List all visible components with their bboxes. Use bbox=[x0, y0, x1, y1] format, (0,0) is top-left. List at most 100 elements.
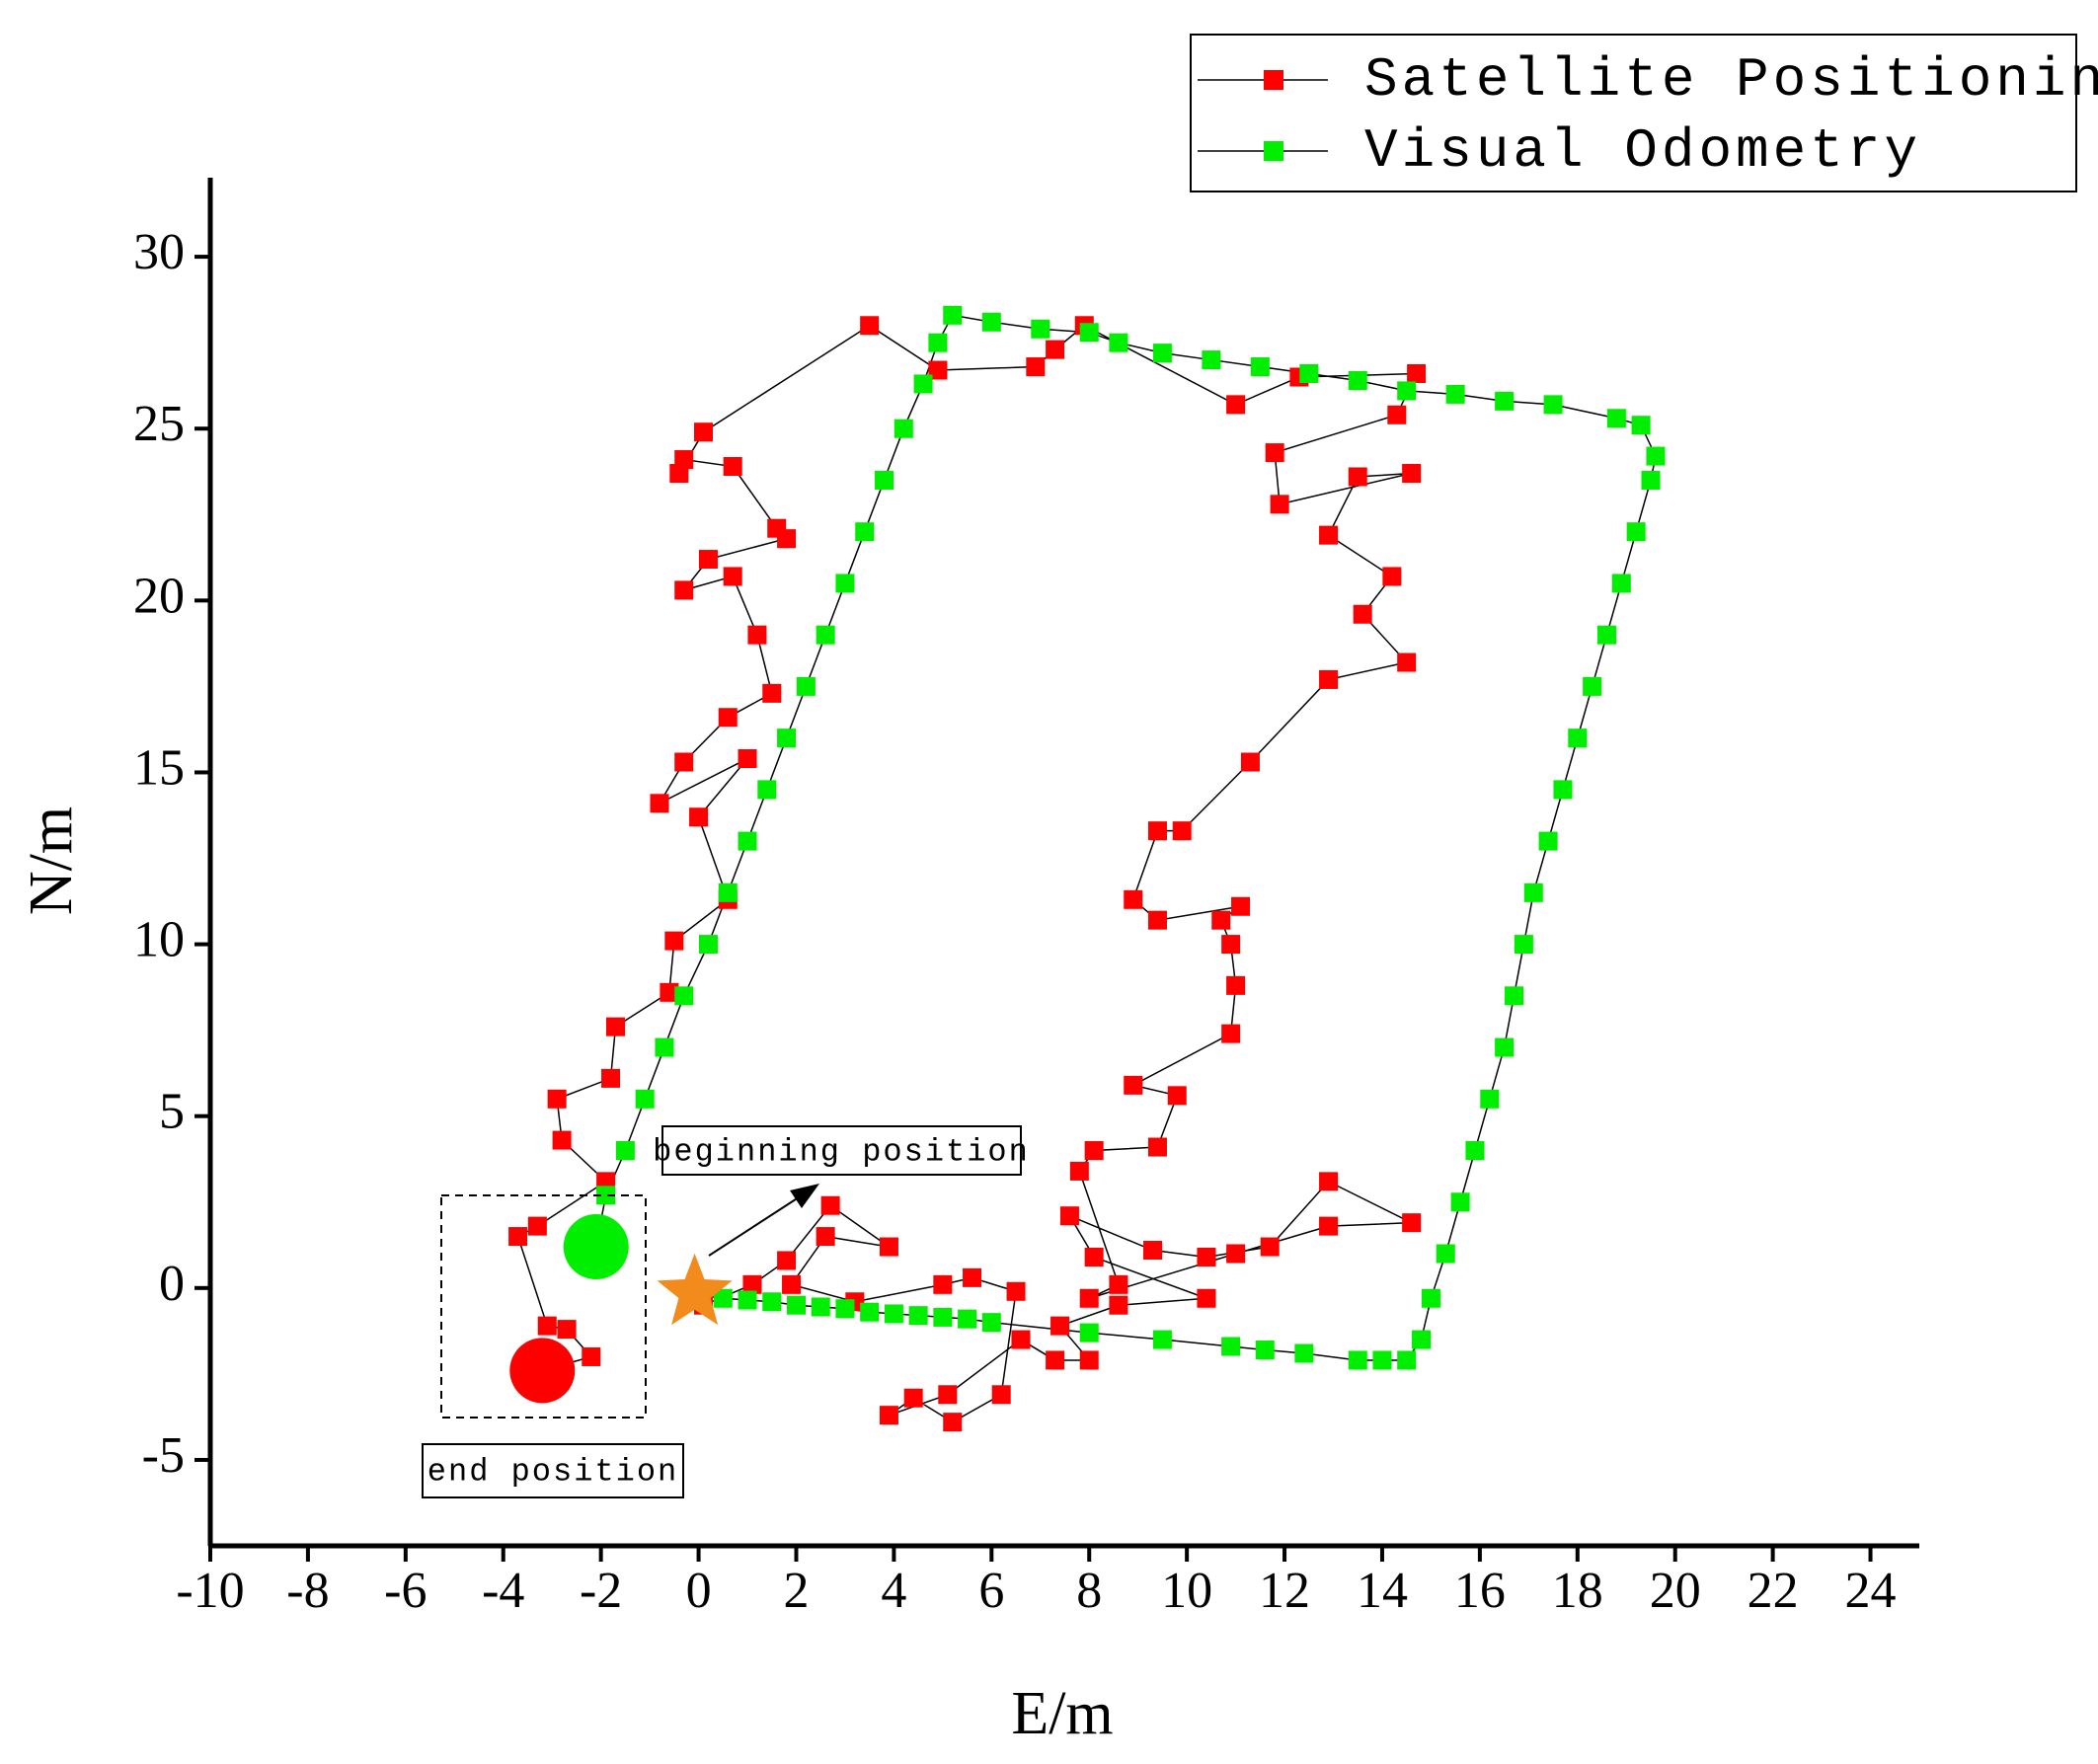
point bbox=[674, 450, 694, 470]
point bbox=[537, 1316, 557, 1336]
point bbox=[1319, 525, 1339, 545]
point bbox=[1596, 625, 1616, 645]
x-tick-label: 24 bbox=[1845, 1563, 1897, 1619]
y-tick-label: 15 bbox=[133, 739, 185, 796]
arrow-head bbox=[790, 1184, 819, 1208]
y-tick-label: 5 bbox=[159, 1084, 185, 1140]
point bbox=[1402, 1213, 1422, 1233]
point bbox=[747, 625, 767, 645]
x-tick-label: 6 bbox=[978, 1563, 1004, 1619]
point bbox=[860, 316, 880, 336]
point bbox=[1348, 1350, 1367, 1370]
point bbox=[552, 1130, 572, 1150]
point bbox=[1495, 1037, 1515, 1057]
point bbox=[674, 752, 694, 772]
x-tick-label: 14 bbox=[1357, 1563, 1408, 1619]
point bbox=[1387, 405, 1407, 424]
point bbox=[1523, 882, 1543, 902]
point bbox=[777, 1251, 797, 1270]
point bbox=[1147, 1137, 1167, 1157]
point bbox=[894, 419, 913, 438]
point bbox=[1568, 729, 1588, 748]
point bbox=[1495, 391, 1515, 411]
point bbox=[811, 1297, 830, 1317]
point bbox=[1348, 467, 1367, 487]
point bbox=[1124, 889, 1143, 909]
point bbox=[723, 457, 742, 477]
point bbox=[1611, 574, 1631, 593]
point bbox=[796, 676, 816, 696]
point bbox=[991, 1385, 1011, 1405]
point bbox=[928, 333, 948, 352]
point bbox=[1197, 1288, 1216, 1308]
point bbox=[655, 1037, 674, 1057]
annotation-box bbox=[661, 1125, 1022, 1176]
point bbox=[963, 1267, 982, 1287]
point bbox=[1397, 652, 1417, 672]
point bbox=[777, 729, 797, 748]
trajectory-line bbox=[516, 324, 1418, 1423]
x-tick-label: 12 bbox=[1259, 1563, 1310, 1619]
point bbox=[981, 1313, 1001, 1333]
point bbox=[1221, 935, 1241, 955]
point bbox=[1631, 416, 1651, 435]
point bbox=[1626, 522, 1646, 542]
point bbox=[718, 882, 738, 902]
point bbox=[605, 1017, 625, 1036]
point bbox=[1255, 1341, 1275, 1360]
point bbox=[1646, 446, 1666, 466]
annotation: beginning position bbox=[653, 1133, 1030, 1170]
point bbox=[777, 529, 797, 549]
x-tick-label: 18 bbox=[1552, 1563, 1603, 1619]
x-tick-label: -6 bbox=[384, 1563, 427, 1619]
point bbox=[860, 1302, 880, 1322]
y-axis-label: N/m bbox=[18, 806, 85, 915]
x-tick-label: 0 bbox=[686, 1563, 712, 1619]
x-tick-label: -4 bbox=[482, 1563, 524, 1619]
point bbox=[582, 1346, 601, 1366]
arrow-line bbox=[708, 1194, 803, 1257]
point bbox=[1265, 443, 1284, 463]
point bbox=[1079, 323, 1099, 343]
point bbox=[933, 1307, 953, 1327]
point bbox=[738, 1290, 757, 1310]
y-tick-label: 25 bbox=[133, 396, 185, 452]
point bbox=[1226, 975, 1246, 995]
point bbox=[1319, 669, 1339, 689]
point bbox=[943, 1413, 963, 1432]
point bbox=[908, 1306, 928, 1326]
point bbox=[1270, 495, 1289, 514]
point bbox=[1514, 935, 1533, 955]
x-tick-label: -2 bbox=[580, 1563, 622, 1619]
legend-label: Visual Odometry bbox=[1364, 119, 1921, 183]
point bbox=[958, 1309, 977, 1329]
x-tick-label: 20 bbox=[1650, 1563, 1701, 1619]
point bbox=[650, 794, 669, 813]
point bbox=[674, 986, 694, 1006]
point bbox=[903, 1388, 923, 1408]
point bbox=[1211, 910, 1231, 930]
point bbox=[879, 1406, 898, 1425]
point bbox=[1382, 567, 1402, 586]
point bbox=[1543, 395, 1563, 415]
point bbox=[547, 1089, 567, 1109]
end-region bbox=[440, 1194, 647, 1419]
point bbox=[1260, 1237, 1280, 1257]
point bbox=[1407, 363, 1427, 383]
point bbox=[1147, 910, 1167, 930]
point bbox=[1553, 780, 1573, 800]
point bbox=[1465, 1141, 1485, 1161]
point bbox=[508, 1227, 528, 1247]
point bbox=[698, 935, 718, 955]
point bbox=[1050, 1316, 1070, 1336]
point bbox=[1059, 1206, 1079, 1226]
point bbox=[1294, 1343, 1314, 1363]
end-marker bbox=[509, 1338, 576, 1404]
point bbox=[527, 1216, 547, 1236]
point bbox=[1147, 821, 1167, 841]
point bbox=[1421, 1288, 1440, 1308]
point bbox=[1221, 1337, 1241, 1356]
point bbox=[1011, 1330, 1031, 1349]
point bbox=[1319, 1172, 1339, 1191]
point bbox=[1046, 1350, 1065, 1370]
